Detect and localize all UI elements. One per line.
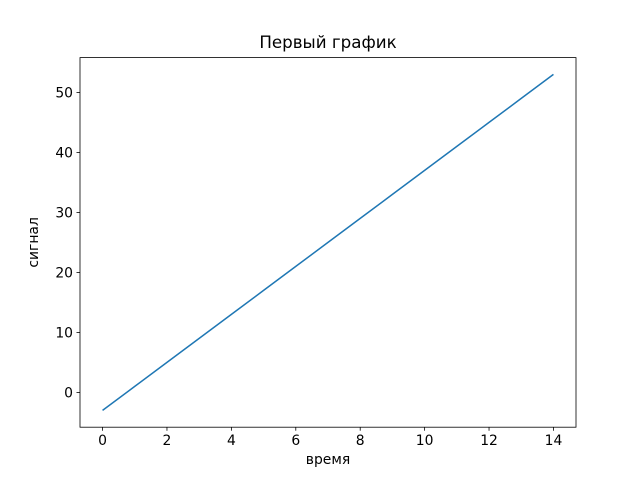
chart-title: Первый график [259,32,396,52]
x-tick-label: 6 [291,433,300,449]
x-tick-label: 2 [163,433,172,449]
y-tick-label: 50 [55,85,73,101]
y-axis-label: сигнал [26,217,42,267]
y-tick-label: 20 [55,265,73,281]
x-tick-label: 12 [480,433,498,449]
x-tick-label: 14 [545,433,563,449]
y-tick-label: 0 [64,385,73,401]
y-tick-label: 30 [55,205,73,221]
y-tick-label: 10 [55,325,73,341]
x-tick-label: 10 [416,433,434,449]
x-tick-label: 0 [98,433,107,449]
x-axis-label: время [306,452,350,468]
x-tick-label: 8 [356,433,365,449]
axes-spines [79,57,577,428]
y-tick-label: 40 [55,145,73,161]
signal-line [102,73,554,412]
x-tick-label: 4 [227,433,236,449]
